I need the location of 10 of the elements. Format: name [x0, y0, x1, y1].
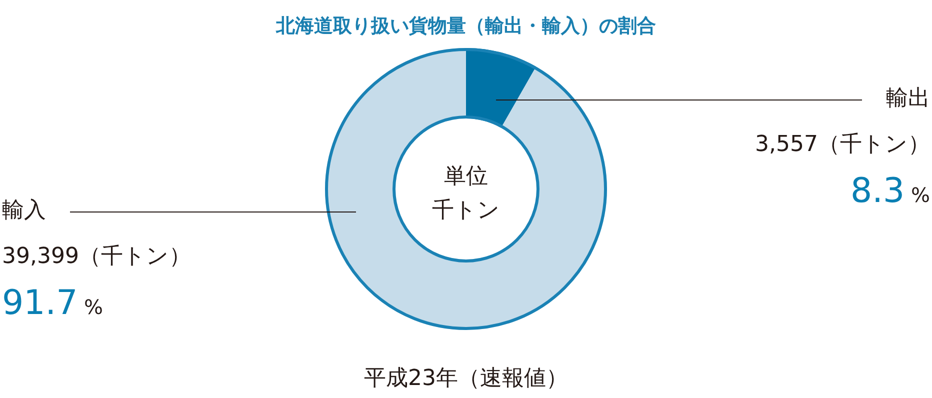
- text: 千トン: [431, 197, 501, 225]
- text: 平成23年（速報値）: [363, 366, 569, 391]
- slice-label: 輸入: [2, 198, 46, 223]
- data-label: 3,557（千トン）: [755, 132, 930, 157]
- slice-label: 輸出: [886, 86, 930, 111]
- chart-title: 北海道取り扱い貨物量（輸出・輸入）の割合: [274, 15, 657, 37]
- text: 8.3 %: [850, 171, 930, 211]
- data-label: 39,399（千トン）: [2, 244, 191, 269]
- text: 単位: [443, 163, 489, 191]
- text: 91.7 %: [2, 283, 104, 323]
